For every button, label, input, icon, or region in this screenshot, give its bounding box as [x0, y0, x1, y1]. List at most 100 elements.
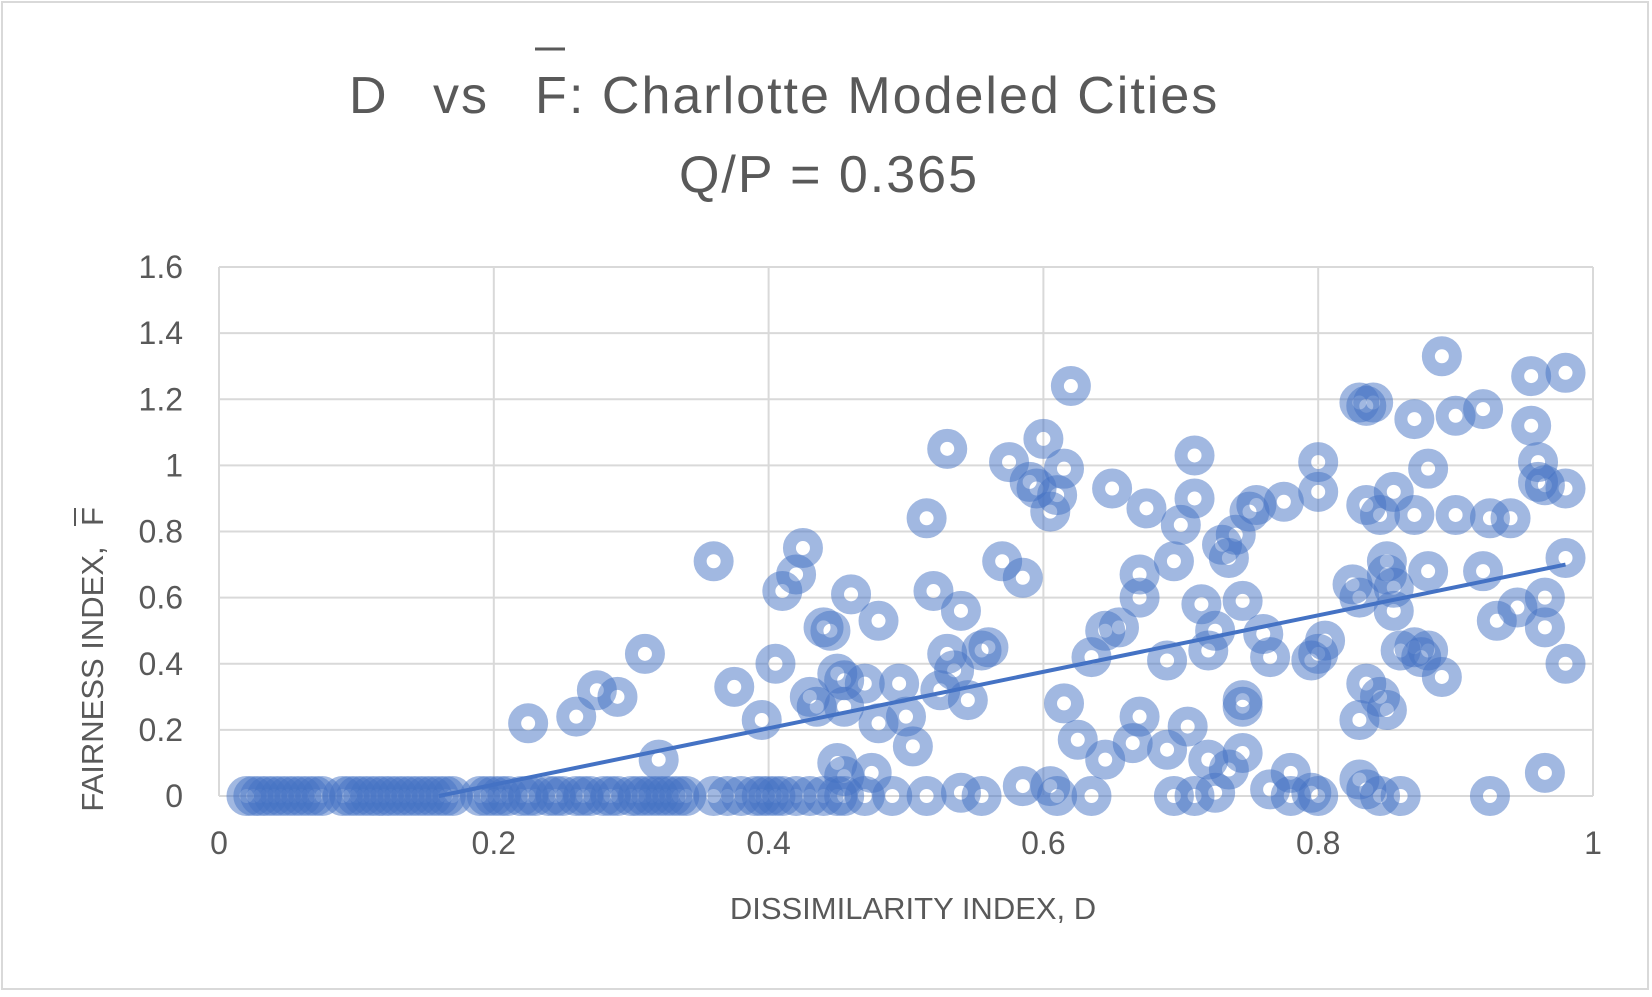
y-tick-label: 0.8: [139, 514, 183, 550]
data-point: [844, 663, 885, 704]
data-point: [1511, 356, 1552, 397]
data-point: [851, 752, 892, 793]
y-tick-label: 1.4: [139, 315, 183, 351]
data-point: [1174, 478, 1215, 519]
data-point: [508, 703, 549, 744]
data-point: [1270, 752, 1311, 793]
data-point: [1222, 580, 1263, 621]
title-vs: vs: [433, 67, 489, 125]
title-rest: : Charlotte Modeled Cities: [569, 67, 1219, 125]
y-axis-label: FAIRNESS INDEX, F: [74, 507, 110, 812]
x-axis-label: DISSIMILARITY INDEX, D: [730, 891, 1096, 926]
x-tick-label: 0.6: [1021, 825, 1065, 861]
data-point: [1153, 541, 1194, 582]
data-point: [1463, 389, 1504, 430]
data-point: [1524, 752, 1565, 793]
data-point: [1112, 723, 1153, 764]
y-tick-label: 1: [165, 447, 183, 483]
tick-labels: 0 0.2 0.4 0.6 0.8 1 1.2 1.4 1.6 0 0.2 0.4 0.6 0.8 1: [139, 249, 1602, 861]
data-point: [1222, 686, 1263, 727]
data-point: [1222, 733, 1263, 774]
data-point: [1298, 442, 1339, 483]
x-tick-label: 0.2: [472, 825, 516, 861]
x-tick-label: 0.4: [746, 825, 790, 861]
data-point: [934, 650, 975, 691]
x-tick-label: 0: [210, 825, 228, 861]
data-point: [810, 610, 851, 651]
data-point: [1524, 607, 1565, 648]
data-point: [1098, 607, 1139, 648]
x-tick-label: 1: [1584, 825, 1602, 861]
data-point: [1339, 577, 1380, 618]
data-point: [1195, 610, 1236, 651]
data-point: [1057, 719, 1098, 760]
data-point: [741, 699, 782, 740]
data-point: [906, 776, 947, 816]
data-point: [1339, 759, 1380, 800]
data-point: [782, 528, 823, 569]
data-point: [1002, 557, 1043, 598]
data-point: [1126, 488, 1167, 529]
data-point: [1545, 352, 1586, 393]
data-point: [1545, 468, 1586, 509]
subtitle: Q/P = 0.365: [679, 146, 979, 204]
data-point: [961, 776, 1002, 816]
data-point: [1044, 448, 1085, 489]
data-point: [824, 686, 865, 727]
data-point: [1394, 494, 1435, 535]
scatter-chart: D vs F : Charlotte Modeled Cities Q/P = …: [74, 47, 1602, 926]
data-point: [1050, 366, 1091, 407]
data-point: [913, 571, 954, 612]
data-point: [1421, 656, 1462, 697]
y-axis-label-text: FAIRNESS INDEX,: [75, 546, 110, 811]
data-point: [1147, 729, 1188, 770]
data-point: [1524, 577, 1565, 618]
data-point: [989, 442, 1030, 483]
y-tick-label: 1.2: [139, 381, 183, 417]
y-tick-label: 0.4: [139, 646, 183, 682]
data-point: [968, 627, 1009, 668]
y-tick-label: 1.6: [139, 249, 183, 285]
data-point: [886, 696, 926, 737]
data-point: [1085, 739, 1126, 780]
data-point: [1044, 683, 1085, 724]
data-point: [1174, 435, 1215, 476]
data-point: [831, 574, 872, 615]
title-d: D: [349, 67, 389, 125]
data-point: [1147, 640, 1188, 681]
data-point: [1071, 776, 1112, 816]
data-point: [1373, 567, 1414, 608]
data-point: [556, 696, 597, 737]
x-tick-label: 0.8: [1296, 825, 1340, 861]
y-tick-label: 0.2: [139, 712, 183, 748]
data-point: [1353, 382, 1394, 423]
data-point: [1298, 776, 1339, 816]
data-point: [1167, 706, 1208, 747]
data-point: [1092, 468, 1133, 509]
title-fbar: F: [535, 67, 569, 125]
data-point: [1394, 399, 1435, 440]
data-point: [1421, 336, 1462, 377]
y-tick-label: 0: [165, 778, 183, 814]
data-point: [1119, 577, 1160, 618]
data-point: [1408, 448, 1449, 489]
data-point: [638, 739, 679, 780]
y-axis-label-symbol: F: [75, 507, 110, 526]
data-points: [226, 336, 1586, 816]
data-point: [597, 676, 638, 717]
data-point: [906, 498, 947, 539]
data-point: [892, 726, 933, 767]
data-point: [1373, 471, 1414, 512]
y-tick-label: 0.6: [139, 580, 183, 616]
data-point: [714, 666, 755, 707]
data-point: [1366, 690, 1407, 731]
data-point: [1463, 551, 1504, 592]
data-point: [1435, 494, 1476, 535]
data-point: [1263, 481, 1304, 522]
data-point: [1023, 418, 1064, 459]
data-point: [1037, 776, 1078, 816]
data-point: [927, 428, 968, 469]
data-point: [624, 633, 665, 674]
data-point: [755, 643, 796, 684]
